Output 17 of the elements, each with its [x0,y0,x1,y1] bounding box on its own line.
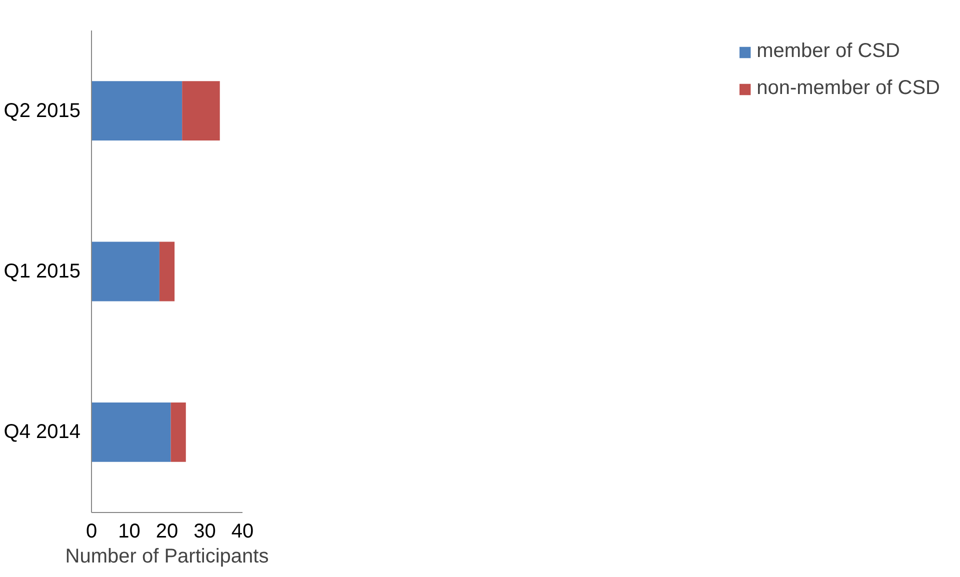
x-tick-label: 30 [194,520,216,542]
x-tick-label: 0 [86,520,98,542]
x-axis-title: Number of Participants [65,546,269,568]
x-tick-label: 10 [118,520,140,542]
bar [92,402,171,462]
y-tick-label: Q2 2015 [4,100,81,122]
legend-label: member of CSD [756,40,900,63]
bar [170,402,186,462]
y-tick-label: Q4 2014 [4,421,81,444]
legend-label: non-member of CSD [756,77,940,100]
bar [92,81,182,141]
bar [92,242,160,302]
x-tick-label: 40 [231,520,254,542]
bar [159,242,175,302]
x-tick-label: 20 [156,520,178,542]
y-tick-label: Q1 2015 [4,260,81,282]
bar [182,81,220,141]
